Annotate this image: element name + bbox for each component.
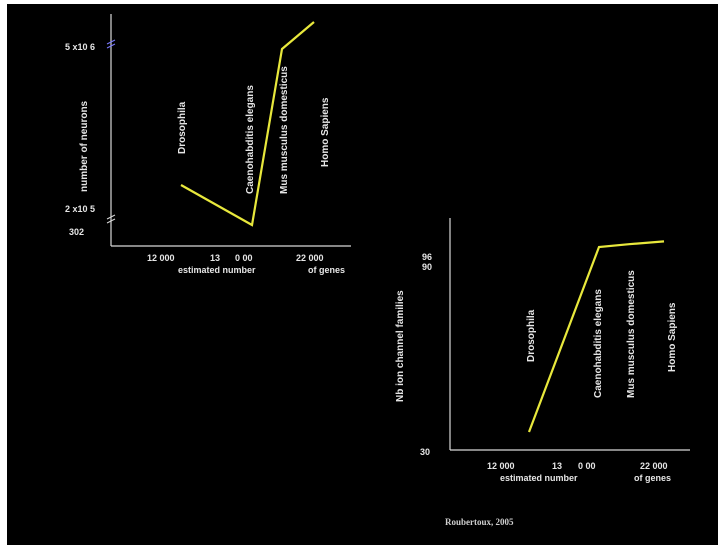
chart2-species-drosophila: Drosophila bbox=[526, 309, 537, 362]
chart2-xtick-12000: 12 000 bbox=[487, 461, 515, 471]
chart1-ylabel: number of neurons bbox=[79, 100, 90, 192]
chart2-ytick-90: 90 bbox=[422, 262, 432, 272]
chart2-species-homo: Homo Sapiens bbox=[667, 302, 678, 372]
chart1-xtick-22000: 22 000 bbox=[296, 253, 324, 263]
chart-neurons: 5 x10 6 2 x10 5 302 number of neurons Dr… bbox=[65, 14, 351, 275]
citation: Roubertoux, 2005 bbox=[445, 517, 514, 527]
slide-canvas: 5 x10 6 2 x10 5 302 number of neurons Dr… bbox=[7, 4, 718, 545]
chart2-ytick-96: 96 bbox=[422, 252, 432, 262]
chart1-xtick-12000: 12 000 bbox=[147, 253, 175, 263]
chart1-species-homo: Homo Sapiens bbox=[320, 97, 331, 167]
chart1-xtick-000: 0 00 bbox=[235, 253, 253, 263]
chart1-xlabel-part1: estimated number bbox=[178, 265, 256, 275]
chart2-xtick-22000: 22 000 bbox=[640, 461, 668, 471]
chart2-xtick-000: 0 00 bbox=[578, 461, 596, 471]
chart1-species-mus: Mus musculus domesticus bbox=[279, 66, 290, 194]
chart1-xlabel-part2: of genes bbox=[308, 265, 345, 275]
chart1-species-drosophila: Drosophila bbox=[177, 101, 188, 154]
chart2-ytick-30: 30 bbox=[420, 447, 430, 457]
slide-background: 5 x10 6 2 x10 5 302 number of neurons Dr… bbox=[7, 4, 718, 545]
chart2-xlabel-part2: of genes bbox=[634, 473, 671, 483]
chart1-ytick-top: 5 x10 6 bbox=[65, 42, 95, 52]
chart1-xtick-13: 13 bbox=[210, 253, 220, 263]
chart2-xtick-13: 13 bbox=[552, 461, 562, 471]
chart-ion-channels: 96 90 30 Nb ion channel families Drosoph… bbox=[395, 218, 690, 483]
chart2-species-celegans: Caenohabditis elegans bbox=[593, 289, 604, 398]
chart1-ytick-mid: 2 x10 5 bbox=[65, 204, 95, 214]
chart1-ytick-bottom: 302 bbox=[69, 227, 84, 237]
chart2-xlabel-part1: estimated number bbox=[500, 473, 578, 483]
chart1-species-celegans: Caenohabditis elegans bbox=[245, 85, 256, 194]
chart2-ylabel: Nb ion channel families bbox=[395, 290, 406, 402]
chart2-species-mus: Mus musculus domesticus bbox=[626, 270, 637, 398]
